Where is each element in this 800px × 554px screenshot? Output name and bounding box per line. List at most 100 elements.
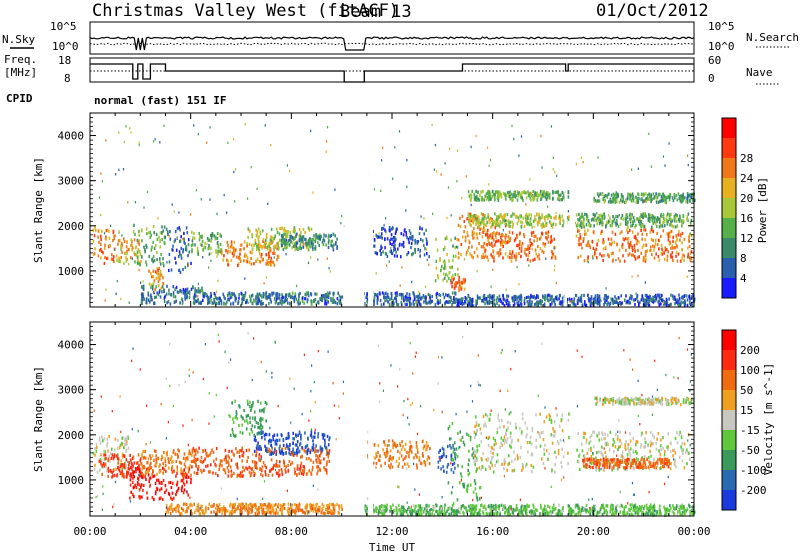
range-cell <box>240 243 243 247</box>
range-cell <box>652 221 655 225</box>
range-cell <box>254 418 256 422</box>
range-cell <box>265 276 268 279</box>
range-cell <box>299 466 302 470</box>
range-cell <box>312 446 314 450</box>
range-cell <box>648 213 650 217</box>
range-cell <box>201 470 203 474</box>
range-cell <box>178 211 180 214</box>
range-cell <box>292 244 295 248</box>
range-cell <box>258 431 260 435</box>
range-cell <box>294 472 296 476</box>
range-cell <box>104 450 106 454</box>
range-cell <box>688 239 690 243</box>
range-cell <box>642 212 645 216</box>
range-cell <box>279 444 281 448</box>
range-cell <box>683 294 685 298</box>
range-cell <box>260 416 262 420</box>
range-cell <box>157 456 160 460</box>
range-cell <box>147 298 150 302</box>
range-cell <box>180 487 183 491</box>
range-cell <box>686 275 688 278</box>
range-cell <box>495 217 498 221</box>
range-cell <box>272 260 274 264</box>
range-cell <box>488 183 490 186</box>
range-cell <box>182 248 185 252</box>
range-cell <box>246 467 249 471</box>
range-cell <box>602 238 605 242</box>
range-cell <box>665 201 668 205</box>
range-cell <box>505 234 508 238</box>
range-cell <box>268 260 270 265</box>
range-cell <box>477 197 480 201</box>
range-cell <box>243 247 245 251</box>
range-cell <box>258 259 261 264</box>
range-cell <box>122 436 124 440</box>
range-cell <box>606 220 608 224</box>
range-cell <box>410 253 413 257</box>
range-cell <box>202 256 204 259</box>
nave-tick-top: 60 <box>708 54 721 67</box>
range-cell <box>664 224 666 228</box>
range-cell <box>277 254 280 259</box>
range-cell <box>546 193 548 197</box>
range-cell <box>631 194 633 198</box>
range-cell <box>673 219 676 223</box>
range-cell <box>434 302 437 307</box>
range-cell <box>444 162 446 165</box>
range-cell <box>518 246 521 250</box>
range-cell <box>226 258 228 262</box>
range-cell <box>390 246 392 250</box>
range-cell <box>207 464 209 468</box>
range-cell <box>277 241 280 245</box>
range-cell <box>172 244 174 248</box>
range-cell <box>615 191 617 194</box>
range-cell <box>611 230 614 234</box>
range-cell <box>311 239 313 244</box>
range-cell <box>241 446 243 450</box>
range-cell <box>504 241 507 245</box>
range-cell <box>257 421 259 425</box>
range-cell <box>201 461 204 465</box>
range-cell <box>583 233 586 237</box>
range-cell <box>119 238 121 243</box>
range-cell <box>293 295 296 299</box>
range-cell <box>545 236 547 240</box>
range-cell <box>479 227 481 231</box>
range-cell <box>186 480 188 484</box>
range-cell <box>325 234 327 238</box>
range-cell <box>183 468 185 472</box>
range-cell <box>648 192 651 196</box>
range-cell <box>339 301 341 305</box>
range-cell <box>687 193 689 198</box>
range-cell <box>617 296 620 300</box>
range-cell <box>149 466 151 470</box>
range-cell <box>157 293 160 297</box>
range-cell <box>597 199 599 203</box>
range-cell <box>236 465 238 469</box>
range-cell <box>603 240 605 244</box>
range-cell <box>513 137 515 141</box>
range-cell <box>183 231 185 236</box>
range-cell <box>519 294 521 298</box>
range-cell <box>316 292 318 296</box>
range-cell <box>633 298 635 302</box>
range-cell <box>384 299 386 303</box>
range-cell <box>386 295 388 299</box>
range-cell <box>177 448 179 452</box>
range-cell <box>642 216 644 220</box>
range-cell <box>315 233 318 237</box>
range-cell <box>670 293 672 297</box>
range-cell <box>423 296 425 300</box>
range-cell <box>322 436 324 440</box>
range-cell <box>305 237 307 242</box>
range-cell <box>227 454 229 458</box>
range-cell <box>120 248 122 252</box>
range-cell <box>597 238 600 242</box>
range-cell <box>678 293 680 297</box>
range-cell <box>628 301 630 305</box>
range-cell <box>296 300 299 304</box>
range-cell <box>275 449 278 453</box>
range-cell <box>228 456 231 460</box>
range-cell <box>578 239 580 243</box>
